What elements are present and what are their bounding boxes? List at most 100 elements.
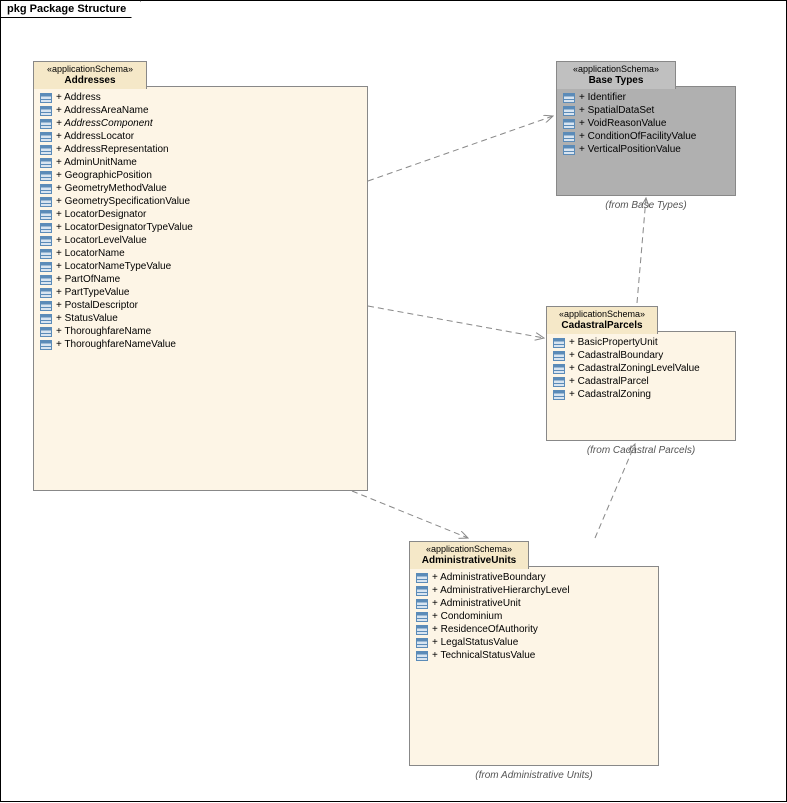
class-icon (40, 249, 52, 259)
class-icon (416, 599, 428, 609)
class-item: + AdministrativeBoundary (416, 571, 652, 584)
class-item: + SpatialDataSet (563, 104, 729, 117)
class-label: + GeometrySpecificationValue (56, 196, 190, 207)
class-icon (563, 119, 575, 129)
package-cadastral: «applicationSchema» CadastralParcels + B… (546, 331, 736, 441)
class-item: + AddressRepresentation (40, 143, 361, 156)
class-item: + GeometrySpecificationValue (40, 195, 361, 208)
package-name: Addresses (40, 75, 140, 87)
package-name: CadastralParcels (553, 320, 651, 332)
package-addresses-tab: «applicationSchema» Addresses (33, 61, 147, 89)
class-label: + LocatorNameTypeValue (56, 261, 171, 272)
class-label: + CadastralBoundary (569, 350, 663, 361)
class-icon (40, 210, 52, 220)
class-label: + TechnicalStatusValue (432, 650, 535, 661)
class-item: + PostalDescriptor (40, 299, 361, 312)
frame-title: pkg Package Structure (0, 0, 141, 18)
from-note-admin: (from Administrative Units) (409, 770, 659, 781)
class-icon (40, 119, 52, 129)
class-label: + GeographicPosition (56, 170, 152, 181)
class-label: + PartTypeValue (56, 287, 129, 298)
class-label: + ThoroughfareNameValue (56, 339, 176, 350)
class-item: + AddressAreaName (40, 104, 361, 117)
class-item: + LegalStatusValue (416, 636, 652, 649)
class-icon (416, 651, 428, 661)
class-icon (416, 625, 428, 635)
class-item: + PartOfName (40, 273, 361, 286)
class-item: + PartTypeValue (40, 286, 361, 299)
class-item: + AdministrativeHierarchyLevel (416, 584, 652, 597)
class-icon (40, 223, 52, 233)
from-note-basetypes: (from Base Types) (556, 200, 736, 211)
class-icon (563, 145, 575, 155)
class-icon (563, 93, 575, 103)
package-basetypes-tab: «applicationSchema» Base Types (556, 61, 676, 89)
class-item: + AdministrativeUnit (416, 597, 652, 610)
class-label: + GeometryMethodValue (56, 183, 167, 194)
class-item: + ConditionOfFacilityValue (563, 130, 729, 143)
class-label: + LegalStatusValue (432, 637, 518, 648)
package-cadastral-tab: «applicationSchema» CadastralParcels (546, 306, 658, 334)
class-item: + CadastralZoning (553, 388, 729, 401)
class-item: + LocatorDesignatorTypeValue (40, 221, 361, 234)
class-item: + LocatorLevelValue (40, 234, 361, 247)
class-label: + CadastralZoning (569, 389, 651, 400)
class-label: + AddressComponent (56, 118, 153, 129)
class-label: + AdministrativeBoundary (432, 572, 546, 583)
class-icon (40, 236, 52, 246)
class-label: + Identifier (579, 92, 626, 103)
class-label: + BasicPropertyUnit (569, 337, 658, 348)
package-name: AdministrativeUnits (416, 555, 522, 567)
class-label: + Address (56, 92, 101, 103)
class-item: + Condominium (416, 610, 652, 623)
class-icon (553, 338, 565, 348)
class-icon (553, 351, 565, 361)
class-label: + CadastralParcel (569, 376, 649, 387)
class-label: + Condominium (432, 611, 502, 622)
class-icon (553, 390, 565, 400)
class-icon (40, 275, 52, 285)
class-label: + CadastralZoningLevelValue (569, 363, 700, 374)
class-icon (416, 586, 428, 596)
class-label: + AddressAreaName (56, 105, 149, 116)
class-label: + LocatorDesignator (56, 209, 146, 220)
class-icon (416, 638, 428, 648)
class-label: + LocatorLevelValue (56, 235, 147, 246)
class-icon (40, 327, 52, 337)
class-label: + LocatorName (56, 248, 125, 259)
package-admin: «applicationSchema» AdministrativeUnits … (409, 566, 659, 766)
class-label: + SpatialDataSet (579, 105, 654, 116)
class-icon (40, 301, 52, 311)
class-item: + CadastralBoundary (553, 349, 729, 362)
class-icon (40, 158, 52, 168)
class-label: + ThoroughfareName (56, 326, 151, 337)
package-basetypes-body: + Identifier + SpatialDataSet + VoidReason… (557, 87, 735, 160)
class-icon (553, 377, 565, 387)
stereotype-label: «applicationSchema» (563, 64, 669, 75)
class-label: + ConditionOfFacilityValue (579, 131, 696, 142)
class-icon (553, 364, 565, 374)
class-label: + AdministrativeHierarchyLevel (432, 585, 570, 596)
class-label: + PostalDescriptor (56, 300, 138, 311)
from-note-cadastral: (from Cadastral Parcels) (546, 445, 736, 456)
class-item: + VerticalPositionValue (563, 143, 729, 156)
class-item: + ThoroughfareName (40, 325, 361, 338)
package-admin-body: + AdministrativeBoundary + Administrative… (410, 567, 658, 666)
class-label: + VoidReasonValue (579, 118, 666, 129)
class-label: + AdministrativeUnit (432, 598, 521, 609)
class-item: + AddressLocator (40, 130, 361, 143)
class-item: + CadastralZoningLevelValue (553, 362, 729, 375)
class-icon (40, 106, 52, 116)
class-icon (40, 132, 52, 142)
package-basetypes: «applicationSchema» Base Types + Identif… (556, 86, 736, 196)
class-icon (40, 288, 52, 298)
diagram-frame: pkg Package Structure «applicationSchema… (0, 0, 787, 802)
class-icon (40, 184, 52, 194)
class-label: + LocatorDesignatorTypeValue (56, 222, 193, 233)
package-addresses-body: + Address + AddressAreaName + AddressCompo… (34, 87, 367, 355)
class-icon (563, 132, 575, 142)
class-label: + StatusValue (56, 313, 118, 324)
class-item: + StatusValue (40, 312, 361, 325)
class-label: + PartOfName (56, 274, 120, 285)
class-icon (416, 573, 428, 583)
